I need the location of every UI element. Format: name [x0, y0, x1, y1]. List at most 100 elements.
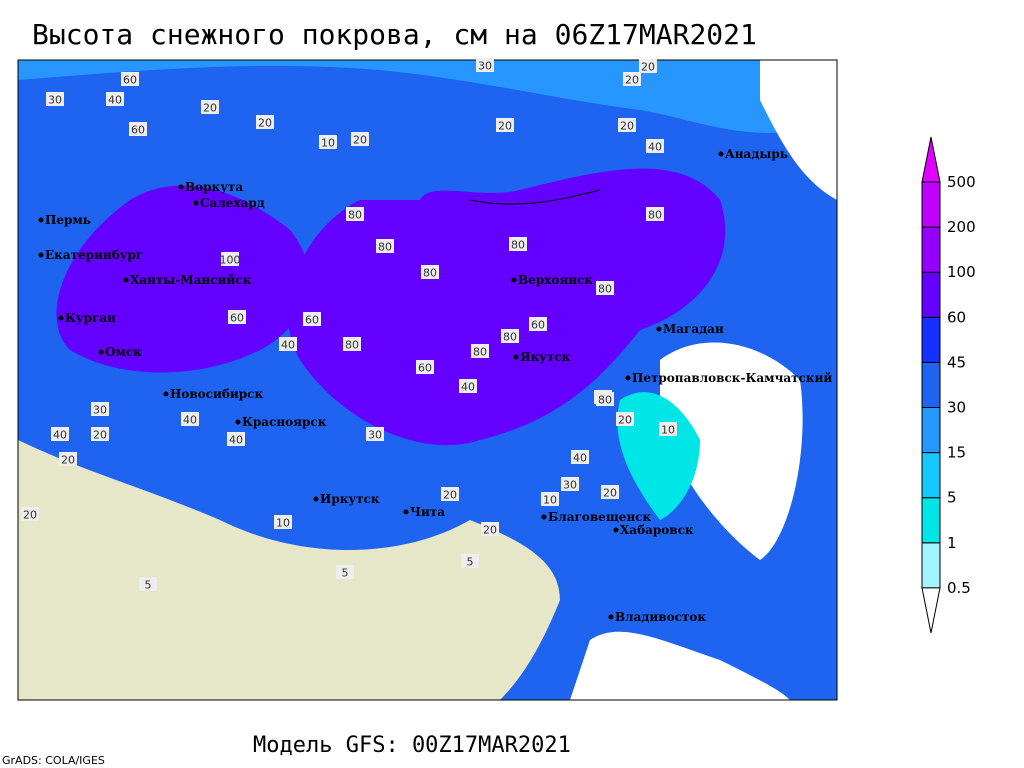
city-dot — [58, 315, 64, 321]
city-dot — [178, 184, 184, 190]
open-sea — [570, 631, 790, 700]
city-dot — [38, 217, 44, 223]
contour-label: 60 — [303, 312, 321, 327]
contour-label: 30 — [366, 427, 384, 442]
contour-label: 80 — [646, 207, 664, 222]
city-dot — [163, 391, 169, 397]
contour-label: 60 — [129, 122, 147, 137]
city-dot — [541, 514, 547, 520]
legend-label: 30 — [947, 399, 966, 417]
contour-label-text: 80 — [348, 209, 362, 222]
contour-label-box — [596, 392, 614, 406]
city-dot — [123, 277, 129, 283]
contour-label: 80 — [596, 392, 614, 407]
contour-label: 40 — [181, 412, 199, 427]
contour-label-box — [501, 329, 519, 343]
contour-label: 80 — [471, 344, 489, 359]
contour-label-box — [616, 412, 634, 426]
contour-label-box — [646, 207, 664, 221]
contour-label-box — [471, 344, 489, 358]
contour-label-box — [343, 337, 361, 351]
city-label: Новосибирск — [170, 387, 263, 401]
legend-label: 1 — [947, 534, 957, 552]
contour-label-box — [121, 72, 139, 86]
contour-label: 10 — [319, 135, 337, 150]
city-dot — [235, 419, 241, 425]
city-dot — [98, 349, 104, 355]
contour-label-box — [461, 554, 479, 568]
heavy-snow — [56, 185, 309, 373]
contour-label: 5 — [336, 565, 354, 580]
contour-label-box — [139, 577, 157, 591]
legend-band — [921, 226, 941, 273]
contour-label: 80 — [343, 337, 361, 352]
contour-label: 20 — [21, 507, 39, 522]
contour-label-box — [639, 59, 657, 73]
contour-label-text: 100 — [220, 254, 241, 267]
contour-label: 10 — [541, 492, 559, 507]
contour-label: 30 — [476, 58, 494, 73]
credit: GrADS: COLA/IGES — [2, 754, 105, 767]
contour-label: 40 — [646, 139, 664, 154]
contour-label-text: 60 — [531, 319, 545, 332]
contour-label-box — [541, 492, 559, 506]
contour-label-text: 30 — [368, 429, 382, 442]
contour-label-text: 20 — [443, 489, 457, 502]
city-label: Красноярск — [242, 415, 327, 429]
city-label: Владивосток — [615, 610, 706, 624]
contour-label-text: 20 — [620, 120, 634, 133]
contour-label-text: 60 — [418, 362, 432, 375]
contour-label: 20 — [91, 427, 109, 442]
contour-label: 60 — [529, 317, 547, 332]
contour-label-box — [659, 422, 677, 436]
legend-label: 15 — [947, 444, 966, 462]
city-dot — [625, 375, 631, 381]
contour-label: 20 — [496, 118, 514, 133]
contour-label: 5 — [461, 554, 479, 569]
contour-label-text: 60 — [131, 124, 145, 137]
contour-label: 40 — [459, 379, 477, 394]
city-dot — [513, 354, 519, 360]
contour-label: 100 — [220, 252, 241, 267]
contour-label: 20 — [201, 100, 219, 115]
contour-label-box — [459, 379, 477, 393]
bare-land — [18, 440, 560, 700]
legend-band — [921, 271, 941, 318]
contour-label-text: 20 — [603, 487, 617, 500]
city-dot — [718, 151, 724, 157]
contour-label: 5 — [139, 577, 157, 592]
contour-label: 30 — [561, 477, 579, 492]
open-sea — [760, 60, 837, 200]
subtitle: Модель GFS: 00Z17MAR2021 — [253, 733, 571, 758]
contour-label-text: 80 — [511, 239, 525, 252]
city-label: Ханты-Мансийск — [130, 273, 252, 287]
contour-label-text: 80 — [598, 283, 612, 296]
contour-label-text: 20 — [61, 454, 75, 467]
contour-label-text: 80 — [503, 331, 517, 344]
contour-label-text: 20 — [203, 102, 217, 115]
contour-label: 80 — [501, 329, 519, 344]
contour-label: 30 — [46, 92, 64, 107]
legend-triangle-bottom — [921, 587, 941, 633]
contour-label-text: 20 — [93, 429, 107, 442]
contour-label-box — [319, 135, 337, 149]
city-label: Иркутск — [320, 492, 380, 506]
contour-label-text: 80 — [378, 241, 392, 254]
contour-label: 20 — [59, 452, 77, 467]
contour-label-text: 20 — [641, 61, 655, 74]
legend-band — [921, 361, 941, 408]
city-label: Хабаровск — [620, 523, 694, 537]
city-dot — [193, 200, 199, 206]
contour-label-box — [228, 310, 246, 324]
city-dot — [608, 614, 614, 620]
contour-label-text: 80 — [423, 267, 437, 280]
contour-label: 20 — [256, 115, 274, 130]
contour-label-text: 40 — [573, 452, 587, 465]
map-frame — [17, 59, 838, 701]
contour-label: 40 — [227, 432, 245, 447]
contour-label: 10 — [274, 515, 292, 530]
contour-label-box — [221, 252, 239, 266]
contour-label: 60 — [121, 72, 139, 87]
legend-band — [921, 497, 941, 544]
